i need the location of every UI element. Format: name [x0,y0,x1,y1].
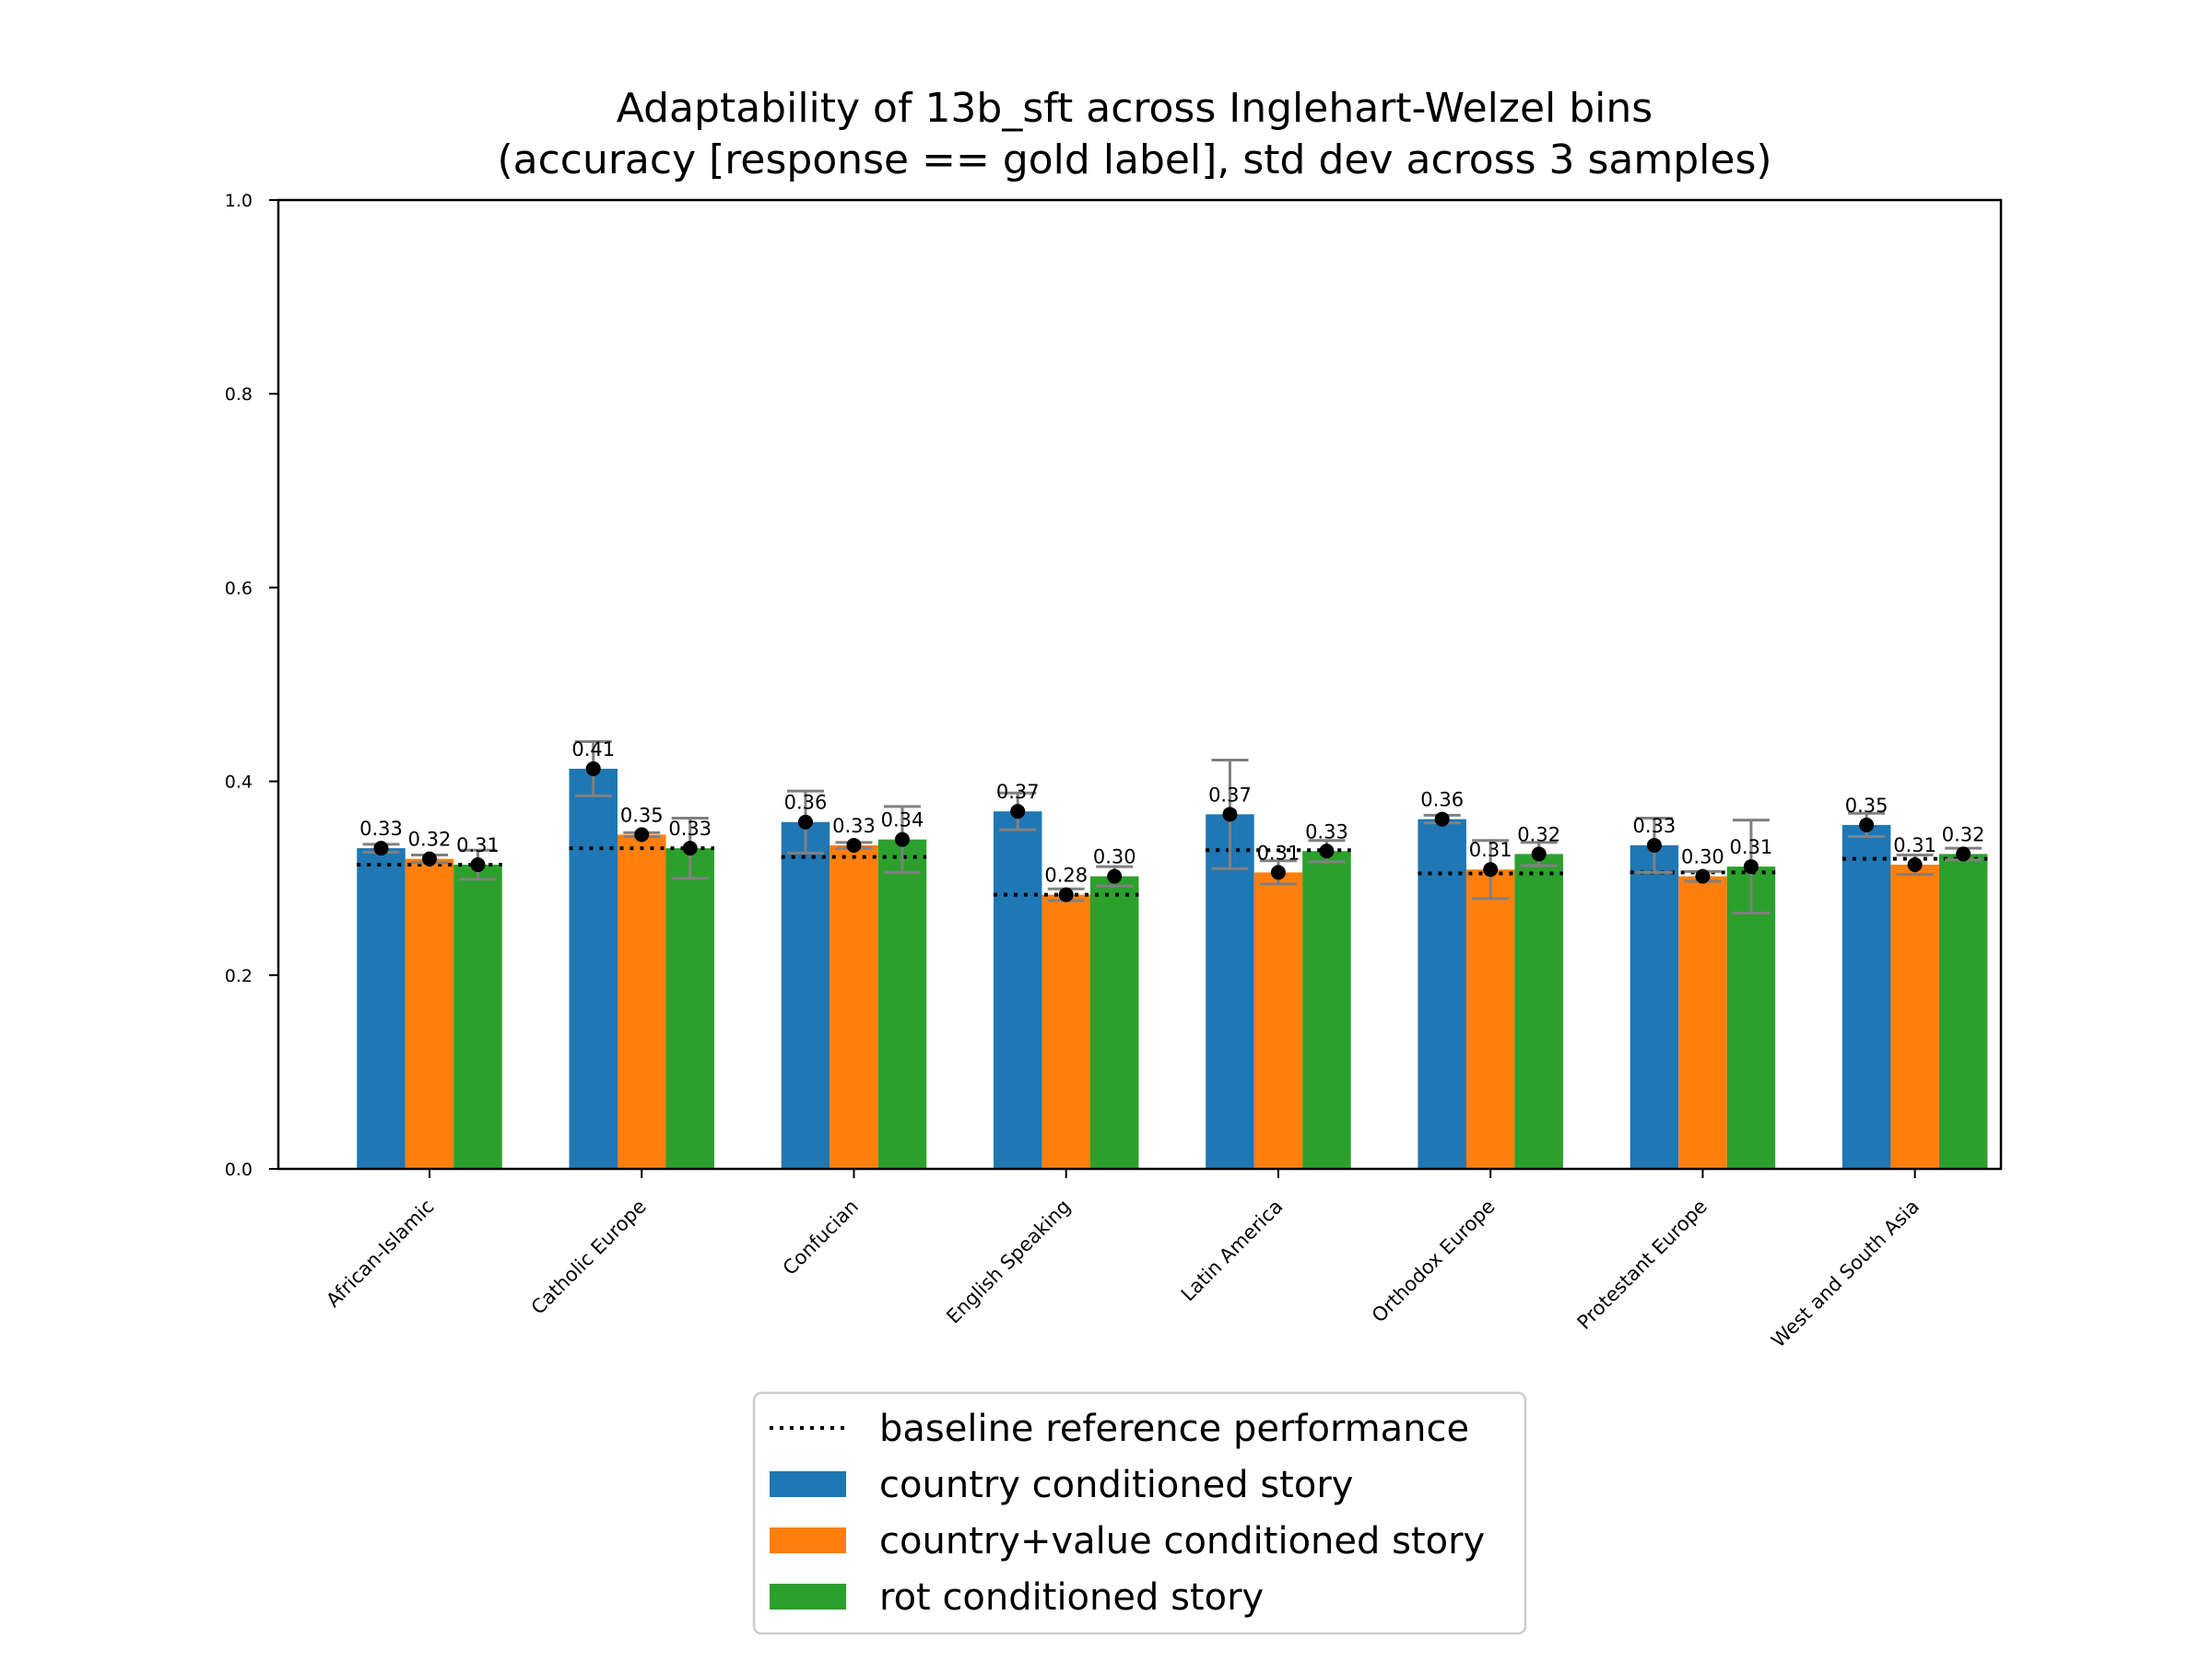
data-label: 0.30 [1093,846,1136,868]
bar [1418,819,1466,1169]
data-label: 0.31 [1469,839,1512,861]
data-label: 0.37 [1208,784,1252,806]
chart-subtitle: (accuracy [response == gold label], std … [497,136,1771,183]
data-label: 0.35 [620,804,664,826]
bar [453,864,502,1169]
data-label: 0.31 [456,834,500,856]
y-tick-label: 1.0 [225,191,253,211]
data-label: 0.36 [784,792,828,814]
mean-point [1907,856,1923,872]
mean-point [1531,846,1547,862]
y-tick-label: 0.6 [225,578,253,598]
mean-point [1483,862,1499,878]
bar [781,821,830,1169]
mean-point [373,841,389,856]
mean-point [1107,868,1123,884]
bar [830,844,878,1169]
mean-point [1319,843,1335,859]
legend-label: country+value conditioned story [879,1520,1485,1563]
bar [877,839,927,1169]
legend-label: rot conditioned story [879,1576,1264,1619]
data-label: 0.30 [1681,846,1724,868]
mean-point [634,827,650,843]
legend-box [752,1391,1527,1635]
data-label: 0.34 [881,809,924,832]
mean-point [1859,817,1875,832]
bar [665,848,714,1169]
mean-point [1270,865,1286,880]
plot-frame [276,198,2003,1171]
mean-point [422,851,437,867]
bar [1678,876,1727,1169]
data-label: 0.31 [1893,834,1936,856]
chart-title: Adaptability of 13b_sft across Inglehart… [617,85,1653,132]
mean-point [1646,837,1662,853]
mean-point [1434,811,1450,827]
mean-point [1743,859,1759,875]
bar [1938,854,1988,1169]
data-label: 0.28 [1044,865,1088,887]
y-tick-label: 0.4 [225,773,253,793]
y-tick-label: 0.2 [225,966,253,986]
data-label: 0.32 [1942,823,1985,845]
legend-label-baseline: baseline reference performance [879,1408,1469,1450]
bar [993,811,1042,1169]
mean-point [846,837,862,853]
bar [1206,814,1254,1169]
legend-swatch [770,1584,846,1610]
data-label: 0.33 [832,815,876,837]
mean-point [470,856,486,872]
bar [1514,854,1563,1169]
legend: baseline reference performance country co… [752,1391,1527,1635]
y-tick-label: 0.0 [225,1160,253,1180]
bar [1253,872,1303,1169]
bar [1890,864,1939,1169]
data-label: 0.32 [408,829,452,851]
y-tick-label: 0.8 [225,384,253,405]
data-label: 0.33 [359,818,403,840]
bar [1465,869,1515,1169]
bar [357,848,406,1169]
data-label: 0.32 [1517,823,1560,845]
data-label: 0.33 [1305,820,1348,843]
mean-point [682,841,698,856]
mean-point [797,814,813,830]
mean-point [894,832,910,847]
data-label: 0.35 [1845,795,1888,817]
bar [1726,867,1776,1169]
data-label: 0.31 [1257,842,1300,864]
data-label: 0.37 [996,781,1040,803]
mean-point [585,761,601,776]
mean-point [1956,846,1971,862]
bar [405,858,454,1169]
data-label: 0.36 [1420,789,1464,811]
mean-point [1058,887,1074,902]
bar [1630,844,1679,1169]
bar [1302,851,1351,1169]
mean-point [1010,804,1026,820]
bar [1089,876,1139,1169]
mean-point [1222,807,1238,822]
legend-swatch [770,1471,846,1497]
data-label: 0.33 [668,818,712,840]
legend-swatch [770,1527,846,1553]
data-label: 0.31 [1730,836,1773,858]
data-label: 0.33 [1633,815,1677,837]
bar [1841,824,1891,1169]
bar [617,834,666,1169]
mean-point [1695,868,1711,884]
bar [1041,894,1090,1169]
bar [569,768,618,1169]
legend-label: country conditioned story [879,1464,1353,1506]
data-label: 0.41 [571,738,615,761]
